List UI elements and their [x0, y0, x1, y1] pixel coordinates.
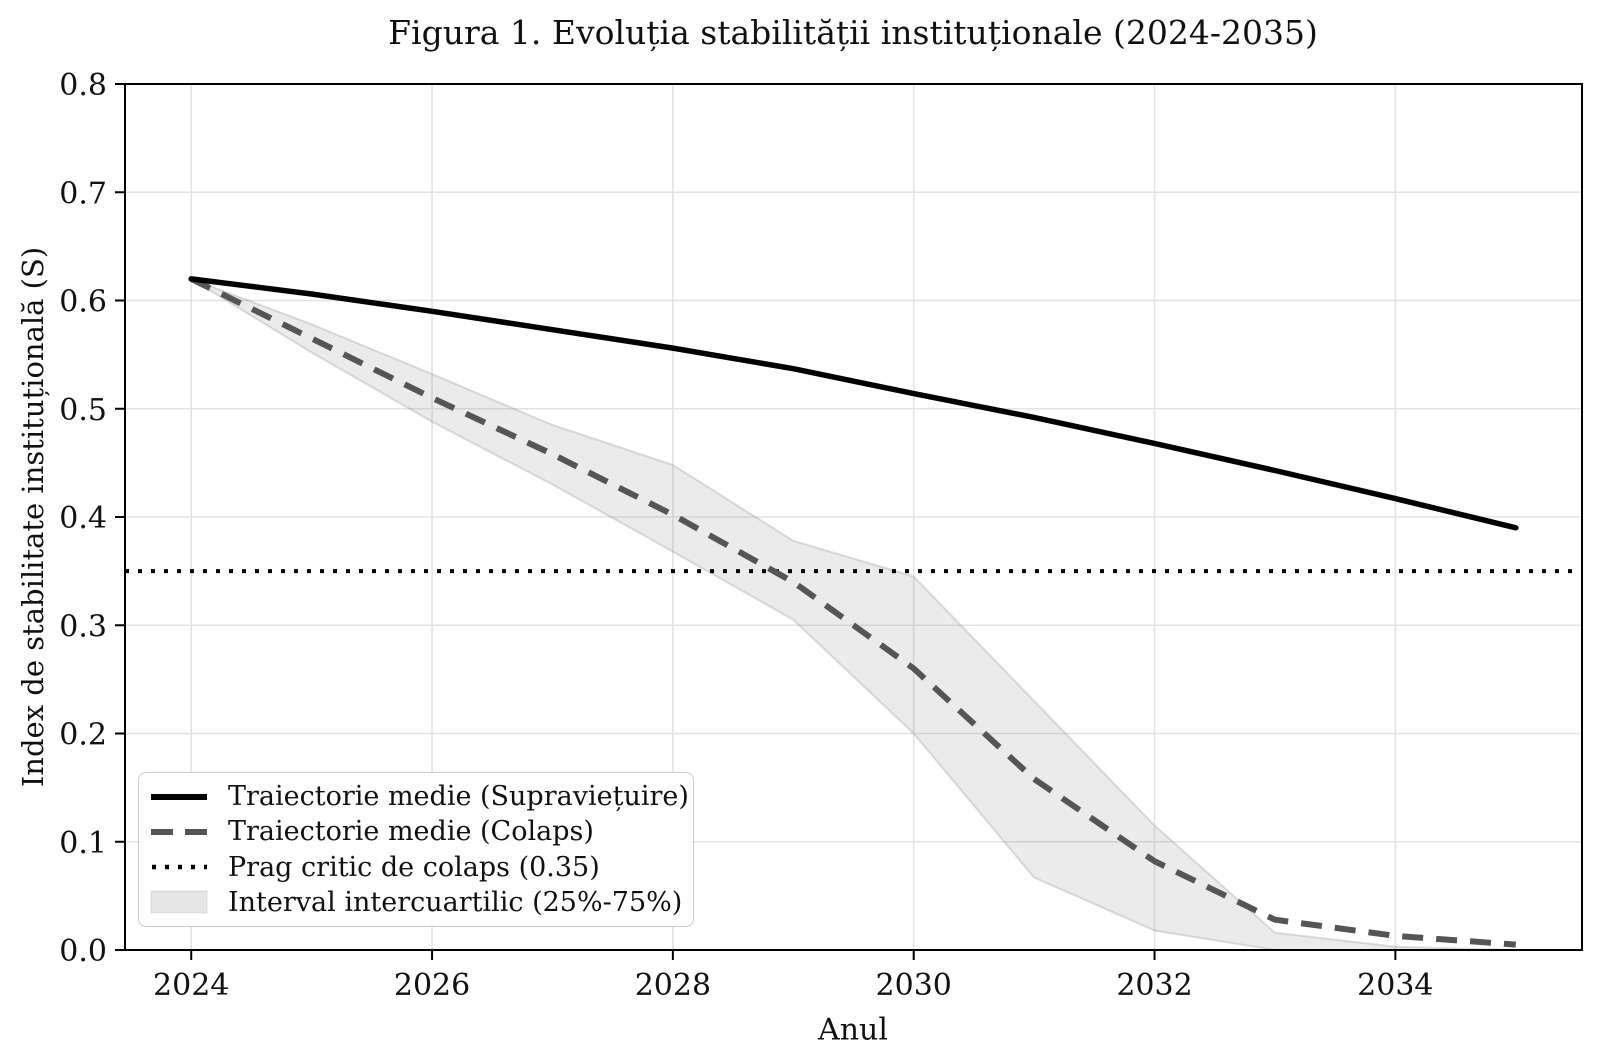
- legend-item-survival: Traiectorie medie (Supraviețuire): [139, 779, 693, 814]
- x-tick-label: 2034: [1357, 968, 1433, 1003]
- y-tick-label: 0.6: [59, 285, 107, 320]
- y-tick-label: 0.4: [59, 501, 107, 536]
- survival-line: [188, 276, 1519, 531]
- gridlines: [125, 83, 1582, 951]
- y-tick-label: 0.3: [59, 609, 107, 644]
- y-axis-label: Index de stabilitate instituțională (S): [16, 246, 50, 788]
- y-tick-label: 0.7: [59, 176, 107, 211]
- chart-title: Figura 1. Evoluția stabilității instituț…: [388, 13, 1318, 52]
- legend-label-survival: Traiectorie medie (Supraviețuire): [228, 781, 689, 813]
- legend-item-collapse: Traiectorie medie (Colaps): [139, 814, 693, 849]
- x-tick-label: 2026: [394, 968, 470, 1003]
- legend-label-iqr: Interval intercuartilic (25%-75%): [228, 886, 683, 918]
- axis-ticks: 2024 2026 2028 2030 2032 2034 0.0 0.1 0.2 0.3 0.4 0…: [59, 68, 1433, 1003]
- collapse-line: [189, 276, 1517, 948]
- legend-sample-band-icon: [150, 890, 208, 914]
- legend-item-threshold: Prag critic de colaps (0.35): [139, 850, 693, 885]
- legend-item-iqr: Interval intercuartilic (25%-75%): [139, 885, 693, 920]
- x-axis-label: Anul: [818, 1012, 888, 1048]
- y-tick-label: 0.5: [59, 393, 107, 428]
- y-tick-label: 0.1: [59, 826, 107, 861]
- legend-sample-dotted-line-icon: [152, 864, 207, 870]
- x-tick-label: 2024: [153, 968, 229, 1003]
- legend-label-collapse: Traiectorie medie (Colaps): [228, 816, 594, 848]
- legend-label-threshold: Prag critic de colaps (0.35): [228, 851, 600, 883]
- legend-sample-dashed-line-icon: [151, 828, 207, 835]
- legend-sample-solid-line-icon: [151, 793, 207, 800]
- x-tick-label: 2032: [1116, 968, 1192, 1003]
- x-tick-label: 2028: [635, 968, 711, 1003]
- y-tick-label: 0.0: [59, 934, 107, 969]
- legend: Traiectorie medie (Supraviețuire) Traiec…: [138, 772, 694, 927]
- x-tick-label: 2030: [876, 968, 952, 1003]
- y-tick-label: 0.8: [59, 68, 107, 103]
- y-tick-label: 0.2: [59, 718, 107, 753]
